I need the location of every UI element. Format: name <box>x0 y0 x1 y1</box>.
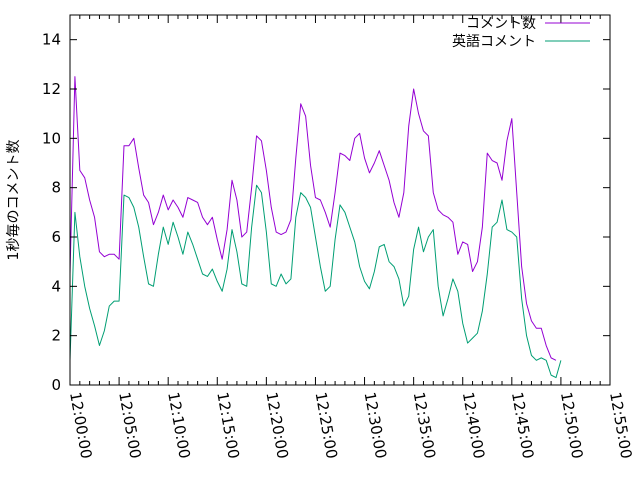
series-line-2 <box>69 184 562 379</box>
y-axis: 0 2 4 6 8 10 12 14 <box>42 31 610 394</box>
y-tick-label: 4 <box>51 277 61 295</box>
series-line-1 <box>69 76 557 361</box>
y-tick-label: 8 <box>51 179 61 197</box>
y-tick-label: 14 <box>42 31 61 49</box>
legend-label-2: 英語コメント <box>452 33 536 50</box>
y-tick-label: 0 <box>51 376 61 394</box>
y-tick-label: 12 <box>42 80 61 98</box>
y-tick-label: 6 <box>51 228 61 246</box>
legend-label-1: コメント数 <box>466 16 536 32</box>
series-layer <box>69 76 562 379</box>
y-tick-label: 2 <box>51 327 61 345</box>
y-axis-title: 1秒毎のコメント数 <box>6 140 22 261</box>
plot-frame <box>69 14 611 386</box>
y-tick-label: 10 <box>42 129 61 147</box>
